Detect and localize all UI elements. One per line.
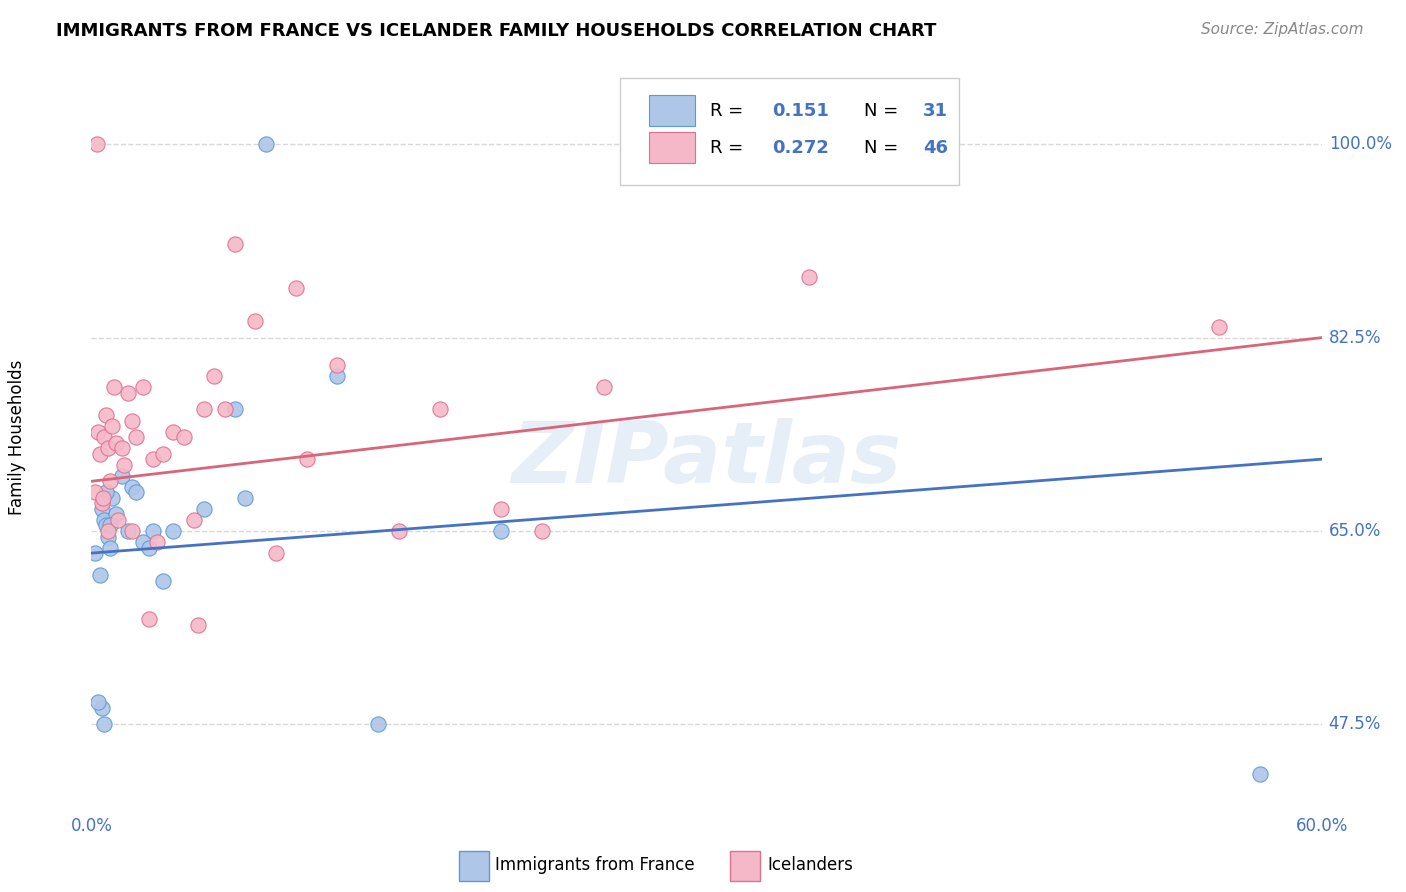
Point [86,425,108,439]
Point [491,502,513,516]
Point [89,447,111,461]
Point [491,524,513,538]
Text: Immigrants from France: Immigrants from France [495,856,695,874]
Point [101,491,124,505]
Point [121,480,143,494]
Point [193,402,215,417]
Point [1249,767,1271,781]
Text: N =: N = [863,138,904,157]
Point [94,408,117,422]
Point [105,435,127,450]
Point [97,441,120,455]
FancyBboxPatch shape [620,78,959,186]
Point [138,612,160,626]
Point [173,430,195,444]
Text: 82.5%: 82.5% [1329,328,1381,347]
Point [131,380,153,394]
Point [117,524,139,538]
Point [202,369,225,384]
Point [593,380,616,394]
Text: 0.272: 0.272 [772,138,828,157]
Point [285,281,308,295]
Point [90,496,112,510]
Point [90,701,112,715]
Point [112,458,135,472]
Point [121,524,143,538]
Point [797,269,820,284]
Point [125,485,148,500]
Point [103,380,125,394]
Point [245,314,267,328]
Text: 31: 31 [922,102,948,120]
Point [187,618,209,632]
Point [111,441,134,455]
Point [111,468,134,483]
Point [224,402,246,417]
Point [125,430,148,444]
Point [94,518,117,533]
Point [193,502,215,516]
Text: 46: 46 [922,138,948,157]
Text: R =: R = [710,138,749,157]
Point [531,524,554,538]
Point [117,385,139,400]
Text: N =: N = [863,102,904,120]
Point [429,402,451,417]
Text: 100.0%: 100.0% [1329,136,1392,153]
Point [98,518,121,533]
Point [152,447,174,461]
Text: Family Households: Family Households [8,359,25,515]
Point [131,535,153,549]
Point [264,546,287,560]
Point [94,485,117,500]
Point [107,513,129,527]
Text: ZIPatlas: ZIPatlas [512,417,901,500]
Point [86,137,108,152]
Point [121,413,143,427]
Text: 0.151: 0.151 [772,102,828,120]
Point [224,236,246,251]
Text: 65.0%: 65.0% [1329,522,1381,540]
Point [93,513,115,527]
Point [295,452,318,467]
Point [138,541,160,555]
Point [90,502,112,516]
Point [97,529,120,543]
Point [367,717,389,731]
Text: R =: R = [710,102,749,120]
Text: Icelanders: Icelanders [768,856,853,874]
Point [152,574,174,588]
Point [98,475,121,489]
Point [101,419,124,434]
Point [326,358,349,372]
Point [388,524,411,538]
Point [233,491,256,505]
Point [93,717,115,731]
FancyBboxPatch shape [648,132,696,163]
Point [142,452,165,467]
Point [214,402,236,417]
Point [98,541,121,555]
Text: 47.5%: 47.5% [1329,715,1381,733]
Point [162,425,184,439]
Point [86,695,108,709]
Point [84,485,107,500]
FancyBboxPatch shape [648,95,696,126]
Point [105,508,127,522]
Point [162,524,184,538]
Point [84,546,107,560]
Point [91,491,114,505]
Point [326,369,349,384]
Point [142,524,165,538]
Point [183,513,205,527]
Point [146,535,169,549]
Point [93,430,115,444]
Point [97,524,120,538]
Point [89,568,111,582]
Text: Source: ZipAtlas.com: Source: ZipAtlas.com [1201,22,1364,37]
Point [1208,319,1230,334]
Text: IMMIGRANTS FROM FRANCE VS ICELANDER FAMILY HOUSEHOLDS CORRELATION CHART: IMMIGRANTS FROM FRANCE VS ICELANDER FAMI… [56,22,936,40]
Point [254,137,277,152]
